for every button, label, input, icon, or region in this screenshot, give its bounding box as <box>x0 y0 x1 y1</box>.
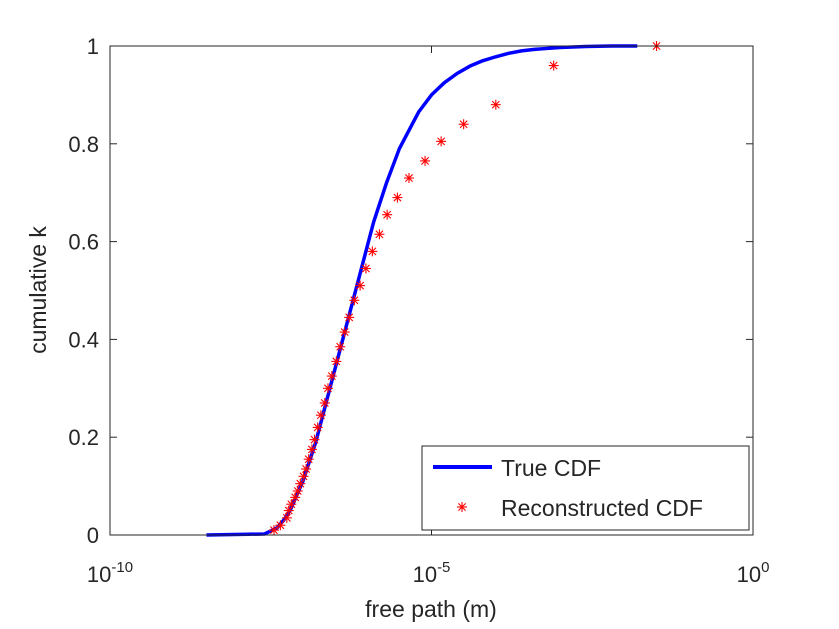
data-point-reconstructed-cdf <box>436 136 447 147</box>
data-point-reconstructed-cdf <box>301 463 312 474</box>
x-axis-label: free path (m) <box>365 596 497 622</box>
data-point-reconstructed-cdf <box>292 485 303 496</box>
x-tick-label: 100 <box>737 559 770 587</box>
legend-box <box>421 445 750 531</box>
data-point-reconstructed-cdf <box>458 119 469 130</box>
data-point-reconstructed-cdf <box>319 397 330 408</box>
data-point-reconstructed-cdf <box>275 520 286 531</box>
legend-label-reconstructed-cdf: Reconstructed CDF <box>501 495 703 521</box>
data-point-reconstructed-cdf <box>490 99 501 110</box>
data-point-reconstructed-cdf <box>367 246 378 257</box>
legend-label-true-cdf: True CDF <box>501 455 601 481</box>
legend: True CDF Reconstructed CDF <box>421 445 750 531</box>
y-tick-label: 0.8 <box>68 132 99 157</box>
data-point-reconstructed-cdf <box>298 471 309 482</box>
data-point-reconstructed-cdf <box>420 155 431 166</box>
data-point-reconstructed-cdf <box>403 173 414 184</box>
y-tick-label: 0.6 <box>68 230 99 255</box>
x-tick-label: 10-5 <box>413 559 451 587</box>
y-tick-label: 1 <box>87 34 99 59</box>
legend-marker-reconstructed-cdf <box>457 502 467 512</box>
data-point-reconstructed-cdf <box>374 229 385 240</box>
data-point-reconstructed-cdf <box>295 478 306 489</box>
data-point-reconstructed-cdf <box>355 280 366 291</box>
data-point-reconstructed-cdf <box>309 434 320 445</box>
data-point-reconstructed-cdf <box>315 410 326 421</box>
y-tick-label: 0 <box>87 523 99 548</box>
data-point-reconstructed-cdf <box>339 327 350 338</box>
plot-layer <box>206 41 662 537</box>
y-axis-label: cumulative k <box>25 226 51 354</box>
tick-layer: 10-10 10-5 100 0 0.2 0.4 0.6 0.8 1 <box>68 34 769 587</box>
data-point-reconstructed-cdf <box>331 356 342 367</box>
y-tick-label: 0.4 <box>68 327 99 352</box>
data-point-reconstructed-cdf <box>268 525 279 536</box>
data-point-reconstructed-cdf <box>281 512 292 523</box>
data-point-reconstructed-cdf <box>335 341 346 352</box>
data-point-reconstructed-cdf <box>312 422 323 433</box>
data-point-reconstructed-cdf <box>360 263 371 274</box>
data-point-reconstructed-cdf <box>344 312 355 323</box>
legend-asterisk-marker <box>457 502 467 512</box>
data-point-reconstructed-cdf <box>382 209 393 220</box>
data-point-reconstructed-cdf <box>392 192 403 203</box>
data-point-reconstructed-cdf <box>306 444 317 455</box>
data-point-reconstructed-cdf <box>548 60 559 71</box>
data-point-reconstructed-cdf <box>349 295 360 306</box>
data-point-reconstructed-cdf <box>303 454 314 465</box>
data-point-reconstructed-cdf <box>286 499 297 510</box>
data-point-reconstructed-cdf <box>326 371 337 382</box>
x-tick-label: 10-10 <box>87 559 133 587</box>
data-point-reconstructed-cdf <box>322 383 333 394</box>
y-tick-label: 0.2 <box>68 425 99 450</box>
